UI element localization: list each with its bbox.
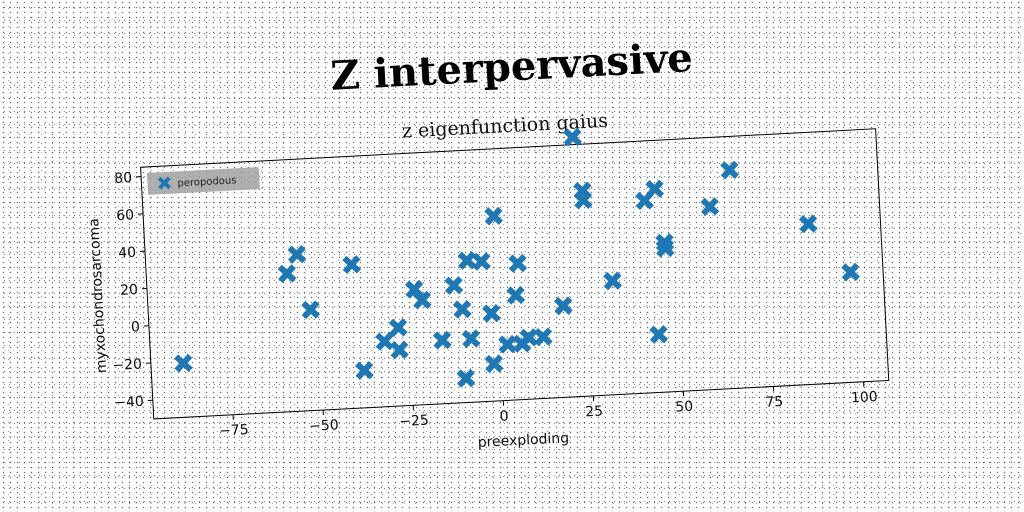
data-point xyxy=(174,353,193,373)
data-point xyxy=(461,329,481,349)
y-tick-label: 0 xyxy=(131,319,141,335)
data-point xyxy=(342,255,361,275)
x-tick-label: −25 xyxy=(399,413,429,431)
x-tick-label: 0 xyxy=(499,408,509,424)
data-point xyxy=(390,340,409,360)
data-point xyxy=(498,334,517,354)
legend-marker-glyph xyxy=(157,176,172,190)
x-axis-label: preexploding xyxy=(477,430,569,451)
data-point xyxy=(603,271,622,291)
plot-area xyxy=(140,128,890,420)
data-point xyxy=(563,127,582,147)
data-point xyxy=(482,304,501,323)
data-point xyxy=(277,264,297,283)
x-tick-label: 75 xyxy=(765,394,784,411)
data-point xyxy=(720,160,739,180)
y-axis: −40 −20 0 20 40 60 80 xyxy=(112,170,153,412)
data-point xyxy=(519,328,539,347)
data-point xyxy=(287,245,307,264)
data-point xyxy=(301,300,320,320)
data-point xyxy=(841,262,860,282)
data-point xyxy=(655,238,675,258)
data-point xyxy=(452,299,472,319)
data-point xyxy=(432,330,452,350)
data-point xyxy=(508,254,528,273)
y-tick-label: 80 xyxy=(114,170,133,187)
legend: peropodous xyxy=(146,167,260,195)
data-point xyxy=(700,197,720,216)
data-point xyxy=(798,214,818,234)
legend-box xyxy=(146,167,260,195)
data-point xyxy=(388,318,408,337)
legend-marker xyxy=(157,176,172,190)
y-tick-label: 20 xyxy=(120,282,139,299)
data-point xyxy=(457,251,477,270)
data-point xyxy=(355,361,374,380)
data-point xyxy=(645,179,665,199)
legend-label: peropodous xyxy=(177,175,236,189)
y-axis-label: myxochondrosarcoma xyxy=(86,218,110,374)
data-point xyxy=(533,327,553,347)
data-point xyxy=(444,276,464,295)
y-tick-label: 40 xyxy=(118,245,137,262)
data-point xyxy=(484,354,504,374)
data-points xyxy=(174,127,860,388)
x-tick-label: 100 xyxy=(851,389,879,406)
x-tick-label: −50 xyxy=(309,417,339,435)
data-point xyxy=(553,296,573,316)
data-point xyxy=(375,332,394,351)
data-point xyxy=(484,206,503,226)
y-tick-label: −20 xyxy=(112,356,142,374)
data-point xyxy=(573,190,593,210)
x-tick-label: −75 xyxy=(219,422,249,440)
y-tick-label: 60 xyxy=(116,207,135,224)
data-point xyxy=(649,325,669,344)
data-point xyxy=(506,285,526,305)
x-axis: −75 −50 −25 0 25 50 75 100 xyxy=(219,381,879,440)
data-point xyxy=(456,368,476,388)
y-tick-label: −40 xyxy=(114,394,144,412)
x-tick-label: 25 xyxy=(585,403,604,420)
data-point xyxy=(412,290,432,310)
data-point xyxy=(472,252,491,271)
x-tick-label: 50 xyxy=(675,399,694,416)
